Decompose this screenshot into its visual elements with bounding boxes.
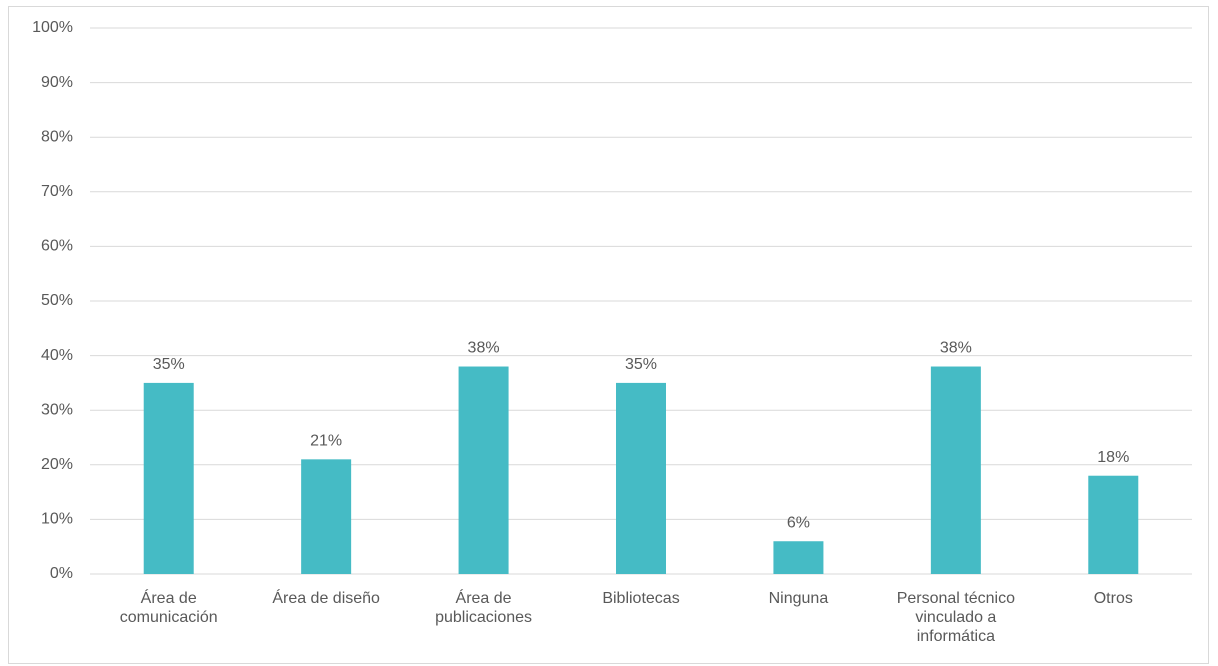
y-tick-label: 70% — [41, 183, 73, 200]
data-label: 38% — [940, 340, 972, 357]
y-tick-label: 10% — [41, 511, 73, 528]
bar — [458, 366, 509, 574]
y-tick-label: 0% — [50, 565, 73, 582]
x-tick-label: Área de publicaciones — [435, 590, 533, 626]
data-label: 38% — [468, 340, 500, 357]
bar — [930, 366, 981, 574]
data-label: 35% — [625, 356, 657, 373]
y-tick-label: 60% — [41, 238, 73, 255]
data-label: 35% — [153, 356, 185, 373]
x-tick-label: Bibliotecas — [602, 590, 680, 607]
y-tick-label: 30% — [41, 401, 73, 418]
x-tick-label: Área de comunicación — [119, 590, 218, 626]
x-tick-label: Área de diseño — [272, 590, 380, 607]
y-tick-label: 40% — [41, 347, 73, 364]
data-label: 18% — [1097, 449, 1129, 466]
bar — [616, 382, 666, 574]
bar — [143, 382, 194, 574]
y-tick-label: 80% — [41, 128, 73, 145]
y-tick-label: 90% — [41, 74, 73, 91]
chart-border — [8, 6, 1209, 664]
x-tick-label: Otros — [1093, 590, 1133, 607]
data-label: 21% — [310, 433, 342, 450]
bar — [301, 459, 352, 574]
data-label: 6% — [787, 514, 810, 531]
y-tick-label: 50% — [41, 292, 73, 309]
x-tick-label: Personal técnico vinculado a informática — [896, 590, 1015, 645]
y-tick-label: 100% — [32, 19, 73, 36]
bar — [773, 541, 824, 574]
x-tick-label: Ninguna — [768, 590, 829, 607]
y-tick-label: 20% — [41, 456, 73, 473]
bar — [1088, 475, 1139, 574]
